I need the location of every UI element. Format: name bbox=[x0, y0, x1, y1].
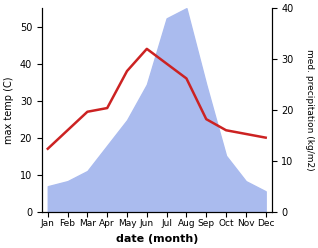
Y-axis label: med. precipitation (kg/m2): med. precipitation (kg/m2) bbox=[305, 49, 314, 171]
Y-axis label: max temp (C): max temp (C) bbox=[4, 76, 14, 144]
X-axis label: date (month): date (month) bbox=[115, 234, 198, 244]
